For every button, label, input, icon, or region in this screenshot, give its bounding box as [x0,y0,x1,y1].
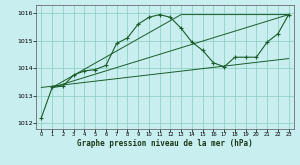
X-axis label: Graphe pression niveau de la mer (hPa): Graphe pression niveau de la mer (hPa) [77,139,253,148]
